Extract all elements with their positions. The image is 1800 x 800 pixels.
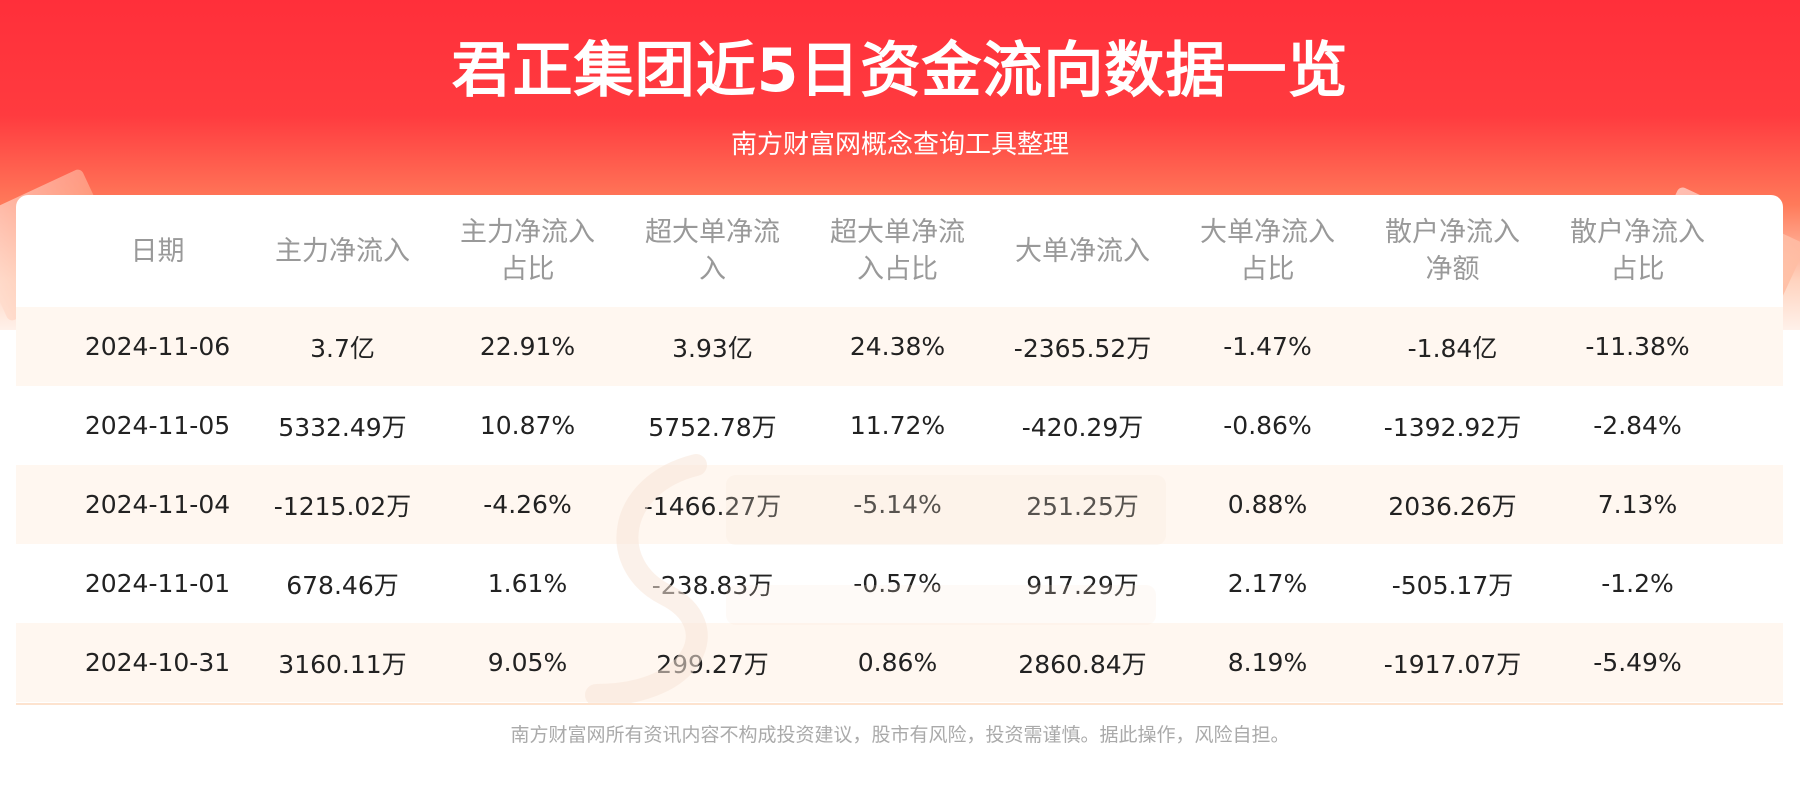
- spacer: [16, 307, 65, 386]
- column-header: 大单净流入占比: [1200, 217, 1335, 285]
- table-cell: 678.46万: [286, 570, 399, 600]
- table-row: 2024-11-06 3.7亿 22.91% 3.93亿 24.38% -2365.52万…: [16, 307, 1783, 386]
- spacer: [16, 544, 65, 623]
- table-cell: 2024-11-01: [84, 569, 231, 598]
- table-cell: -5.49%: [1593, 648, 1682, 677]
- spacer: [16, 386, 65, 465]
- table-cell: 2024-10-31: [84, 648, 231, 677]
- table-cell: 0.88%: [1227, 490, 1308, 519]
- table-cell: 22.91%: [479, 332, 576, 361]
- table-cell: 2860.84万: [1018, 649, 1147, 679]
- table-cell: 1.61%: [487, 569, 568, 598]
- table-cell: -1.84亿: [1407, 333, 1498, 363]
- table-row: 2024-11-01 678.46万 1.61% -238.83万 -0.57% 917.…: [16, 544, 1783, 623]
- spacer: [16, 623, 65, 702]
- table-cell: -1215.02万: [273, 491, 412, 521]
- page-subtitle: 南方财富网概念查询工具整理: [730, 130, 1069, 160]
- table-cell: 2036.26万: [1388, 491, 1517, 521]
- table-cell: -1.47%: [1223, 332, 1312, 361]
- table-cell: -0.57%: [853, 569, 942, 598]
- page-title: 君正集团近5日资金流向数据一览: [451, 36, 1349, 106]
- table-cell: -1392.92万: [1383, 412, 1522, 442]
- table-row: 2024-10-31 3160.11万 9.05% 299.27万 0.86% 2860.…: [16, 623, 1783, 702]
- table-row: 2024-11-04 -1215.02万 -4.26% -1466.27万 -5.14%…: [16, 465, 1783, 544]
- column-header: 超大单净流入占比: [830, 217, 965, 285]
- table-cell: 11.72%: [849, 411, 946, 440]
- table-cell: 2024-11-05: [84, 411, 231, 440]
- table-cell: 2024-11-04: [84, 490, 231, 519]
- column-header: 主力净流入: [275, 235, 410, 267]
- table-cell: 917.29万: [1026, 570, 1139, 600]
- spacer: [16, 465, 65, 544]
- table-cell: -5.14%: [853, 490, 942, 519]
- table-cell: -2365.52万: [1013, 333, 1152, 363]
- table-cell: 5752.78万: [648, 412, 777, 442]
- table-cell: 8.19%: [1227, 648, 1308, 677]
- column-header: 散户净流入占比: [1570, 217, 1705, 285]
- table-cell: -420.29万: [1021, 412, 1144, 442]
- table-cell: 10.87%: [479, 411, 576, 440]
- column-header: 日期: [130, 235, 185, 267]
- table-cell: -1.2%: [1601, 569, 1674, 598]
- table-cell: 3160.11万: [278, 649, 407, 679]
- spacer: [16, 195, 65, 307]
- table-cell: 251.25万: [1026, 491, 1139, 521]
- table-cell: -1466.27万: [643, 491, 782, 521]
- table-cell: 9.05%: [487, 648, 568, 677]
- column-header: 超大单净流入: [645, 217, 780, 285]
- table-cell: -2.84%: [1593, 411, 1682, 440]
- column-header: 大单净流入: [1015, 235, 1150, 267]
- table-cell: 2.17%: [1227, 569, 1308, 598]
- table-cell: 3.7亿: [310, 333, 375, 363]
- column-header: 散户净流入净额: [1385, 217, 1520, 285]
- table-cell: 0.86%: [857, 648, 938, 677]
- table-cell: 3.93亿: [672, 333, 753, 363]
- table-header: 日期 主力净流入 主力净流入占比 超大单净流入 超大单净流入占比 大单净流入 大单净流入占比…: [16, 195, 1783, 307]
- fund-flow-table: 日期 主力净流入 主力净流入占比 超大单净流入 超大单净流入占比 大单净流入 大单净流入占比…: [16, 195, 1783, 705]
- table-cell: 24.38%: [849, 332, 946, 361]
- table-row: 2024-11-05 5332.49万 10.87% 5752.78万 11.72% -4…: [16, 386, 1783, 465]
- table-cell: -238.83万: [651, 570, 774, 600]
- disclaimer: 南方财富网所有资讯内容不构成投资建议，股市有风险，投资需谨慎。据此操作，风险自担…: [510, 724, 1290, 746]
- table-cell: 5332.49万: [278, 412, 407, 442]
- table-cell: -4.26%: [483, 490, 572, 519]
- table-cell: 2024-11-06: [84, 332, 231, 361]
- column-header: 主力净流入占比: [460, 217, 595, 285]
- table-cell: 7.13%: [1597, 490, 1678, 519]
- table-cell: 299.27万: [656, 649, 769, 679]
- table-cell: -1917.07万: [1383, 649, 1522, 679]
- table-cell: -11.38%: [1585, 332, 1690, 361]
- table-cell: -0.86%: [1223, 411, 1312, 440]
- table-cell: -505.17万: [1391, 570, 1514, 600]
